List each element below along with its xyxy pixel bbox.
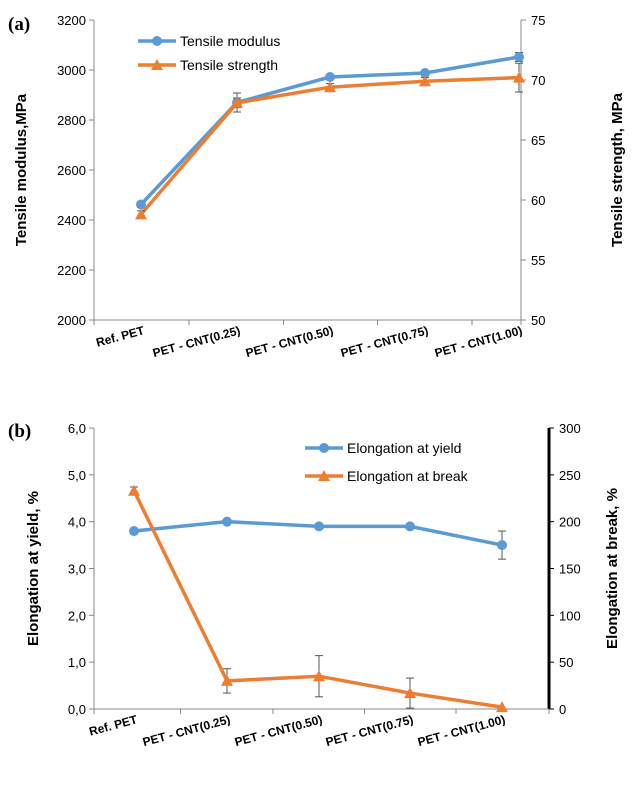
- chart-panel-a: (a) 2000 2200 2400 2600 2800 3000 3200 50 55 60 65 7…: [8, 13, 626, 360]
- legend-label: Tensile modulus: [180, 33, 280, 49]
- legend-marker: [151, 59, 163, 70]
- y2-tick-label: 55: [531, 253, 545, 268]
- y2-tick-label: 300: [559, 421, 581, 436]
- y-tick-label: 2200: [57, 263, 86, 278]
- y2-tick-label: 65: [531, 133, 545, 148]
- chart-panel-b: (b) 0,0 1,0 2,0 3,0 4,0 5,0 6,0 0 50 100 150 200 250 3…: [8, 421, 621, 749]
- data-point: [136, 199, 146, 210]
- x-tick-label: Ref. PET: [87, 712, 139, 738]
- legend: Elongation at yield Elongation at break: [305, 440, 469, 484]
- legend-label: Elongation at break: [347, 468, 469, 484]
- x-tick-label: PET - CNT(1.00): [416, 712, 507, 749]
- data-point: [514, 52, 524, 62]
- data-point: [129, 526, 139, 537]
- panel-label: (b): [8, 421, 31, 442]
- y-tick-label: 3,0: [68, 562, 86, 577]
- x-tick-label: PET - CNT(0.75): [339, 323, 430, 360]
- x-tick-label: PET - CNT(0.25): [151, 323, 242, 360]
- series-line: [139, 75, 520, 216]
- y-tick-label: 3000: [57, 63, 86, 78]
- x-tick-label: Ref. PET: [94, 323, 146, 349]
- y-tick-label: 2400: [57, 213, 86, 228]
- y-tick-label: 5,0: [68, 468, 86, 483]
- y-tick-label: 2000: [57, 313, 86, 328]
- y-tick-label: 2800: [57, 113, 86, 128]
- y2-axis-title: Elongation at break, %: [604, 488, 621, 649]
- x-tick-label: PET - CNT(0.25): [141, 712, 232, 749]
- legend-label: Tensile strength: [180, 57, 278, 73]
- data-point: [496, 701, 508, 713]
- series-elongation-at-break: [128, 484, 508, 713]
- y-tick-label: 4,0: [68, 515, 86, 530]
- y2-tick-label: 70: [531, 73, 545, 88]
- y-tick-label: 2,0: [68, 608, 86, 623]
- data-point: [405, 521, 415, 532]
- data-point: [404, 687, 416, 699]
- x-tick-label: PET - CNT(0.50): [244, 323, 335, 360]
- legend-marker: [152, 36, 162, 46]
- y2-axis-title: Tensile strength, MPa: [609, 92, 626, 247]
- data-point: [325, 72, 335, 82]
- y-tick-label: 3200: [57, 13, 86, 28]
- data-point: [231, 96, 243, 108]
- data-point: [314, 521, 324, 532]
- data-point: [222, 516, 232, 527]
- legend-marker: [319, 443, 329, 453]
- y-tick-label: 2600: [57, 163, 86, 178]
- data-point: [135, 208, 147, 220]
- data-point: [221, 674, 233, 686]
- y2-tick-label: 200: [559, 515, 581, 530]
- y2-tick-label: 0: [559, 702, 566, 717]
- legend-marker: [318, 470, 330, 481]
- series-tensile-modulus: [136, 52, 524, 210]
- x-tick-label: PET - CNT(1.00): [433, 323, 524, 360]
- series-tensile-strength: [135, 62, 525, 220]
- y-tick-label: 6,0: [68, 421, 86, 436]
- data-point: [419, 75, 431, 87]
- y-tick-label: 1,0: [68, 655, 86, 670]
- y2-tick-label: 50: [559, 655, 573, 670]
- y2-tick-label: 100: [559, 608, 581, 623]
- y-axis-title: Tensile modulus,MPa: [13, 93, 30, 246]
- series-elongation-at-yield: [129, 516, 507, 560]
- data-point: [420, 68, 430, 78]
- panel-label: (a): [8, 14, 30, 35]
- data-point: [313, 670, 325, 682]
- y-tick-label: 0,0: [68, 702, 86, 717]
- legend-label: Elongation at yield: [347, 440, 461, 456]
- data-point: [497, 540, 507, 551]
- data-point: [128, 484, 140, 496]
- x-tick-label: PET - CNT(0.50): [233, 712, 324, 749]
- legend: Tensile modulus Tensile strength: [138, 33, 280, 73]
- x-tick-label: PET - CNT(0.75): [324, 712, 415, 749]
- y2-tick-label: 60: [531, 193, 545, 208]
- y2-tick-label: 250: [559, 468, 581, 483]
- y2-tick-label: 50: [531, 313, 545, 328]
- y-axis-title: Elongation at yield, %: [25, 491, 42, 646]
- data-point: [324, 81, 336, 93]
- y2-tick-label: 75: [531, 13, 545, 28]
- data-point: [513, 71, 525, 83]
- y2-tick-label: 150: [559, 562, 581, 577]
